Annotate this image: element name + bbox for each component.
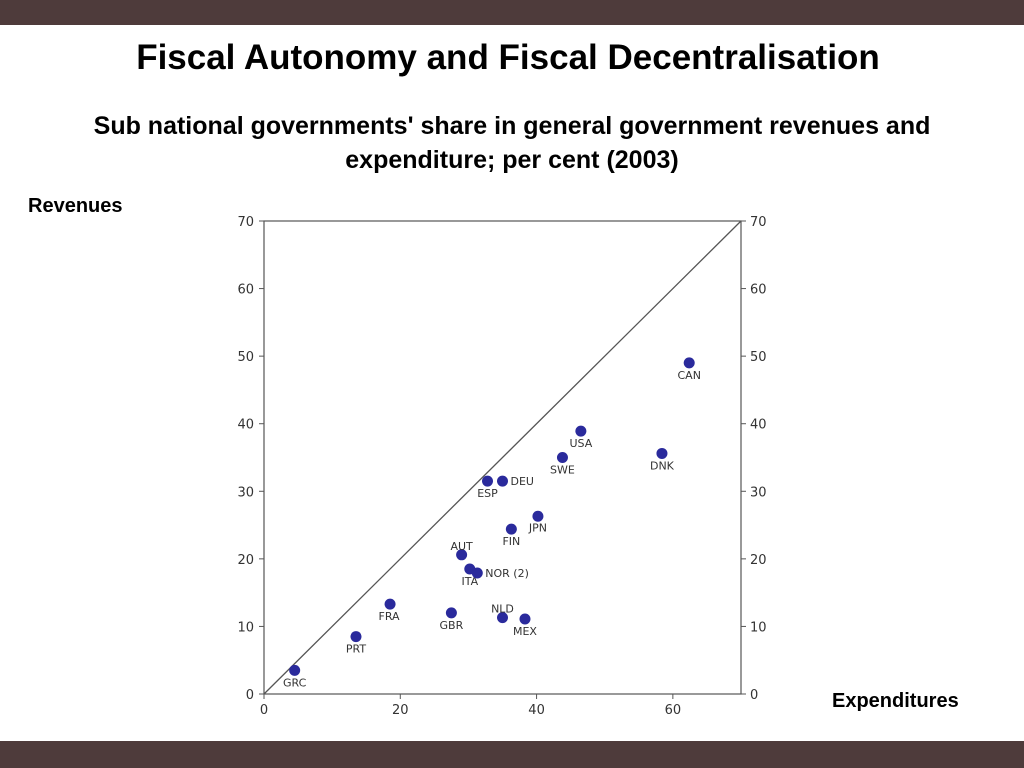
point-label-dnk: DNK [650,459,675,472]
point-prt [350,631,362,643]
x-tick-label: 0 [260,703,268,718]
y-tick-label-right: 10 [750,620,767,635]
y-tick-label-right: 20 [750,553,767,568]
point-label-ita: ITA [461,575,478,588]
point-fra [384,598,396,610]
point-label-mex: MEX [513,625,537,638]
y-tick-label-left: 60 [237,283,254,298]
point-swe [556,452,568,463]
x-tick-label: 20 [392,703,409,718]
y-tick-label-left: 20 [237,553,254,568]
point-label-esp: ESP [477,487,498,500]
point-label-aut: AUT [450,540,473,553]
x-tick-label: 40 [528,703,545,718]
y-tick-label-right: 60 [750,283,767,298]
y-tick-label-left: 70 [237,215,254,230]
y-tick-label-left: 0 [246,688,254,703]
point-usa [575,425,587,437]
y-axis-caption: Revenues [28,195,123,217]
point-label-usa: USA [569,437,592,450]
point-esp [482,475,494,487]
y-tick-label-left: 40 [237,418,254,433]
slide-subtitle: Sub national governments' share in gener… [93,112,931,174]
point-grc [289,664,301,676]
point-aut [456,549,468,561]
point-label-deu: DEU [511,475,534,488]
point-mex [519,613,531,625]
plot-frame [263,220,742,695]
y-tick-label-right: 50 [750,350,767,365]
y-tick-label-right: 70 [750,215,767,230]
point-label-nld: NLD [491,603,514,616]
point-deu [497,475,508,487]
point-label-swe: SWE [550,464,575,477]
point-jpn [532,510,544,522]
y-tick-label-left: 30 [237,485,254,500]
chart-marks: GRC PRT FRA GBR NLD MEX AUT ITA NOR (2) FIN JPN ESP… [283,357,701,689]
point-label-grc: GRC [283,676,307,689]
x-axis-caption: Expenditures [832,690,959,712]
y-tick-label-right: 30 [750,485,767,500]
point-label-nor-2: NOR (2) [485,567,529,580]
diagonal-line [263,220,742,695]
point-label-fin: FIN [502,535,520,548]
point-gbr [445,607,457,619]
point-dnk [656,447,668,459]
y-tick-label-right: 0 [750,688,758,703]
point-can [683,357,695,369]
point-nld [497,612,508,624]
point-label-prt: PRT [346,643,366,656]
point-nor-2 [471,567,483,579]
slide: Fiscal Autonomy and Fiscal Decentralisat… [0,25,1024,741]
point-fin [505,523,517,535]
y-tick-label-left: 50 [237,350,254,365]
y-tick-label-left: 10 [237,620,254,635]
slide-title: Fiscal Autonomy and Fiscal Decentralisat… [136,38,880,77]
y-tick-label-right: 40 [750,418,767,433]
point-label-gbr: GBR [440,619,464,632]
point-label-can: CAN [677,369,700,382]
point-label-jpn: JPN [528,521,547,534]
x-tick-label: 60 [665,703,682,718]
point-label-fra: FRA [379,610,401,623]
